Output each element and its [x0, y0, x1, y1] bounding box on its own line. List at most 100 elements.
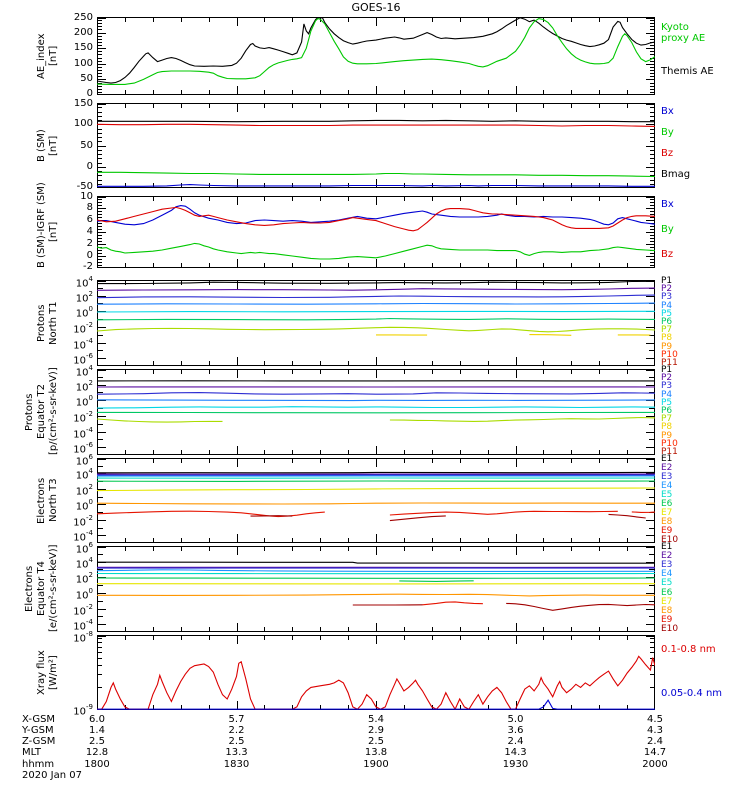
- series-P7: [97, 418, 223, 423]
- series-Bx: [97, 184, 655, 187]
- legend-P8: P8: [661, 333, 673, 344]
- series-Kyoto-proxy-AE: [97, 17, 655, 85]
- panel-xray-plot: [97, 635, 655, 710]
- series-P8: [529, 334, 572, 336]
- legend-By: By: [661, 224, 674, 235]
- series-P1: [97, 280, 655, 285]
- series-E7: [97, 487, 655, 492]
- legend-E2: E2: [661, 463, 673, 473]
- axis-row-value: 14.3: [504, 747, 527, 758]
- legend-P6: P6: [661, 406, 673, 416]
- y-tick-label: 104: [75, 467, 93, 482]
- y-tick-label: 10-8: [73, 629, 93, 645]
- series-P5: [97, 310, 655, 313]
- series-E10: [506, 602, 655, 611]
- y-tick-label: 10-4: [73, 425, 93, 440]
- axis-row-label-Y-GSM: Y-GSM: [22, 725, 54, 736]
- axis-row-value: 1900: [363, 759, 389, 770]
- legend-E8: E8: [661, 605, 673, 616]
- panel-pe-plot: [97, 369, 655, 455]
- y-tick-label: -50: [76, 181, 93, 193]
- series-E9: [97, 510, 325, 518]
- legend-E6: E6: [661, 499, 673, 509]
- panel-ae-plot: [97, 17, 655, 95]
- y-tick-label: 150: [73, 97, 93, 109]
- axis-row-value: 12.8: [85, 747, 109, 758]
- panel-ylabel: B (SM): [36, 129, 47, 162]
- axis-row-value: 2.4: [647, 736, 663, 747]
- y-tick-label: 102: [75, 378, 93, 393]
- series-P4: [97, 302, 655, 305]
- series-By: [97, 242, 655, 260]
- y-tick-label: 106: [75, 452, 93, 468]
- panel-ylabel: [e/(cm²-s-sr-keV)]: [48, 544, 59, 632]
- legend-P4: P4: [661, 300, 673, 311]
- axis-row-value: 5.0: [507, 714, 524, 725]
- axis-row-value: 4.5: [647, 714, 663, 725]
- panel-frame: [97, 103, 655, 188]
- legend-E9: E9: [661, 526, 673, 536]
- panel-ylabel: North T1: [48, 301, 59, 345]
- series-P7: [97, 326, 655, 333]
- legend-P5: P5: [661, 397, 673, 408]
- series-E10: [389, 515, 446, 522]
- y-tick-label: 104: [75, 274, 93, 290]
- axis-row-value: 13.8: [364, 747, 388, 758]
- legend-E7: E7: [661, 508, 673, 518]
- legend-P7: P7: [661, 325, 673, 336]
- legend-P2: P2: [661, 284, 673, 295]
- series-E10: [608, 513, 646, 519]
- series-0.1-0.8-nm: [97, 655, 655, 710]
- axis-row-label-MLT: MLT: [22, 747, 41, 758]
- y-tick-label: 8: [86, 202, 93, 213]
- y-tick-label: 50: [80, 73, 93, 85]
- axis-row-value: 5.4: [368, 714, 384, 725]
- series-P6: [97, 317, 655, 321]
- legend-E7: E7: [661, 596, 673, 607]
- legend-E3: E3: [661, 560, 673, 571]
- y-tick-label: 250: [73, 11, 93, 23]
- series-Bz: [97, 123, 655, 127]
- legend-P6: P6: [661, 317, 673, 327]
- panel-bdiff-plot: [97, 196, 655, 268]
- legend-E5: E5: [661, 578, 673, 589]
- axis-row-value: 2.5: [89, 736, 105, 747]
- legend-E10: E10: [661, 624, 679, 634]
- legend-P11: P11: [661, 447, 678, 457]
- panel-ylabel: Protons: [24, 393, 35, 431]
- panel-frame: [97, 635, 655, 710]
- series-E9: [422, 601, 483, 606]
- series-E8: [97, 502, 655, 505]
- series-Themis-AE: [97, 17, 655, 84]
- series-P5: [97, 406, 655, 409]
- series-By: [97, 171, 655, 178]
- axis-row-value: 2.9: [368, 725, 384, 736]
- y-tick-label: 0: [86, 160, 93, 172]
- axis-row-value: 2.4: [507, 736, 524, 747]
- legend-E2: E2: [661, 551, 673, 562]
- series-E1: [97, 561, 655, 564]
- panel-ylabel: Equator T4: [36, 561, 47, 617]
- legend-Kyoto-proxy-AE: Kyoto proxy AE: [661, 22, 706, 44]
- y-tick-label: 100: [73, 118, 93, 130]
- legend-P10: P10: [661, 438, 678, 449]
- legend-P3: P3: [661, 292, 673, 303]
- legend-E3: E3: [661, 472, 673, 482]
- plot-title: GOES-16: [351, 1, 401, 14]
- legend-Bmag: Bmag: [661, 169, 691, 180]
- y-tick-label: 100: [75, 586, 93, 602]
- axis-row-value: 2000: [642, 759, 668, 770]
- y-tick-label: 102: [75, 482, 93, 498]
- panel-ylabel: [nT]: [48, 135, 59, 156]
- legend-Bx: Bx: [661, 106, 674, 117]
- date-label: 2020 Jan 07: [22, 770, 82, 781]
- axis-row-value: 1800: [84, 759, 110, 770]
- axis-row-label-X-GSM: X-GSM: [22, 714, 56, 725]
- y-tick-label: 50: [80, 139, 93, 151]
- axis-row-value: 1930: [502, 759, 529, 770]
- y-tick-label: 100: [75, 394, 93, 409]
- legend-E4: E4: [661, 481, 673, 491]
- series-P2: [97, 287, 655, 291]
- series-E4: [97, 569, 655, 572]
